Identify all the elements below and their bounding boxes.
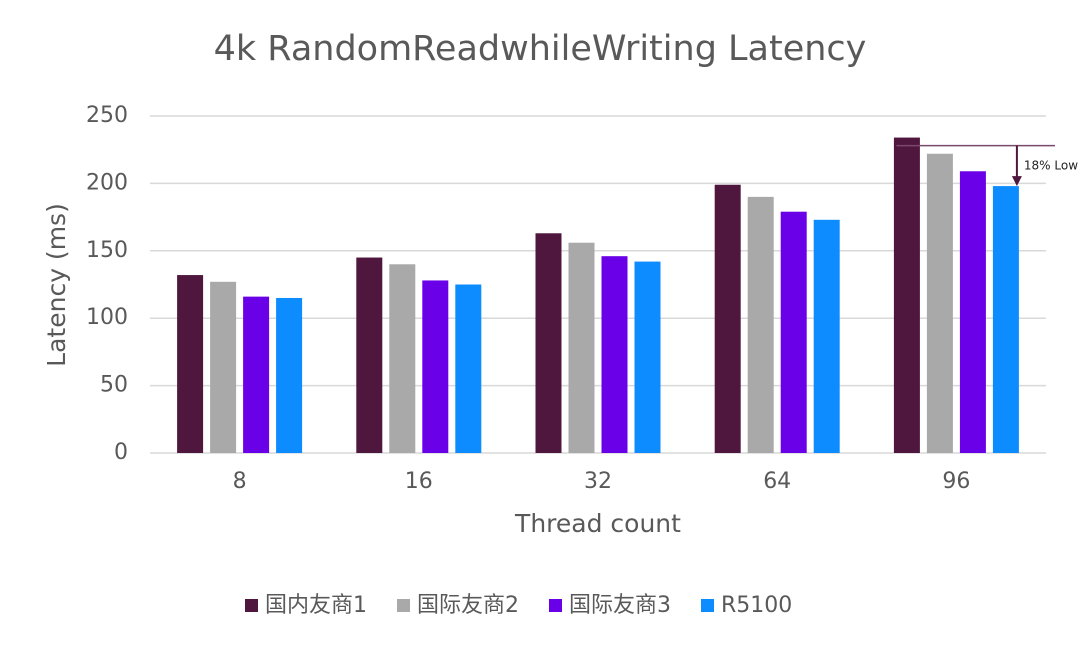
annotation-text: 18% Lower [1024,158,1078,172]
x-tick-label: 64 [763,469,791,494]
bar [813,219,840,453]
bar [959,171,986,453]
bar [356,257,383,453]
legend-label: 国内友商1 [265,593,367,618]
x-tick-label: 32 [584,469,612,494]
bar [210,281,237,453]
y-tick-label: 200 [86,170,128,195]
legend-swatch [245,599,258,612]
y-tick-label: 50 [100,373,128,398]
x-tick-label: 8 [233,469,247,494]
y-axis-title: Latency (ms) [42,203,71,367]
x-tick-label: 16 [405,469,433,494]
bar [455,284,482,453]
bar [177,275,204,453]
y-tick-label: 150 [86,238,128,263]
bar [422,280,449,453]
bar [893,137,920,453]
bar [276,297,303,453]
arrow-head [1011,176,1022,187]
y-tick-label: 0 [114,440,128,465]
legend-label: 国际友商3 [569,593,671,618]
legend-swatch [701,599,714,612]
bar [926,153,953,453]
y-tick-label: 250 [86,103,128,128]
x-tick-label: 96 [942,469,970,494]
bar [780,211,807,453]
legend-label: 国际友商2 [417,593,519,618]
bar [568,242,595,453]
chart-title: 4k RandomReadwhileWriting Latency [214,29,867,69]
bar [634,261,661,453]
y-tick-label: 100 [86,305,128,330]
legend-swatch [397,599,410,612]
bar [535,233,562,453]
legend-swatch [549,599,562,612]
legend-label: R5100 [721,593,792,618]
bar [389,264,416,453]
bar [992,186,1019,453]
bar [747,196,774,453]
x-axis-title: Thread count [514,509,681,538]
bar [601,256,628,453]
bar [714,184,741,454]
bar [243,296,270,453]
